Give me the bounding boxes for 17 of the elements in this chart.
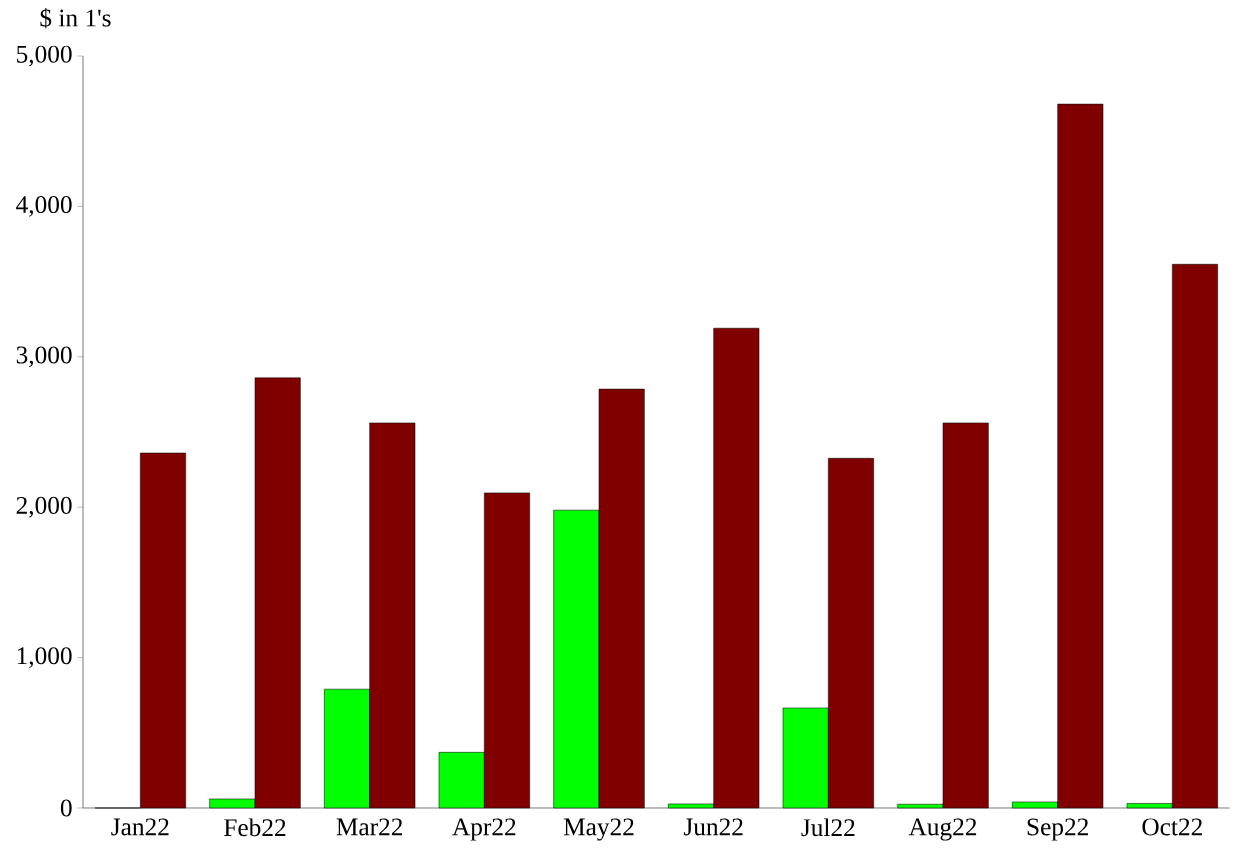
y-axis-title: $ in 1's [40, 8, 111, 29]
x-tick-label: Feb22 [224, 818, 286, 837]
x-tick-label: May22 [563, 818, 634, 841]
y-tick-label: 3,000 [16, 346, 72, 368]
y-tick-label: 0 [60, 799, 72, 817]
y-tick-label: 2,000 [16, 496, 72, 518]
x-tick-label: Jul22 [801, 818, 855, 837]
y-tick-label: 4,000 [16, 196, 72, 217]
y-tick-label: 1,000 [17, 647, 72, 668]
x-tick-label: Jan22 [111, 818, 169, 836]
x-tick-label: Sep22 [1027, 818, 1088, 841]
x-tick-label: Mar22 [336, 818, 403, 836]
x-tick-label: Oct22 [1142, 818, 1202, 836]
x-tick-label: Apr22 [452, 818, 516, 841]
x-tick-label: Aug22 [908, 818, 977, 841]
y-tick-label: 5,000 [17, 45, 72, 67]
x-tick-label: Jun22 [683, 818, 743, 836]
